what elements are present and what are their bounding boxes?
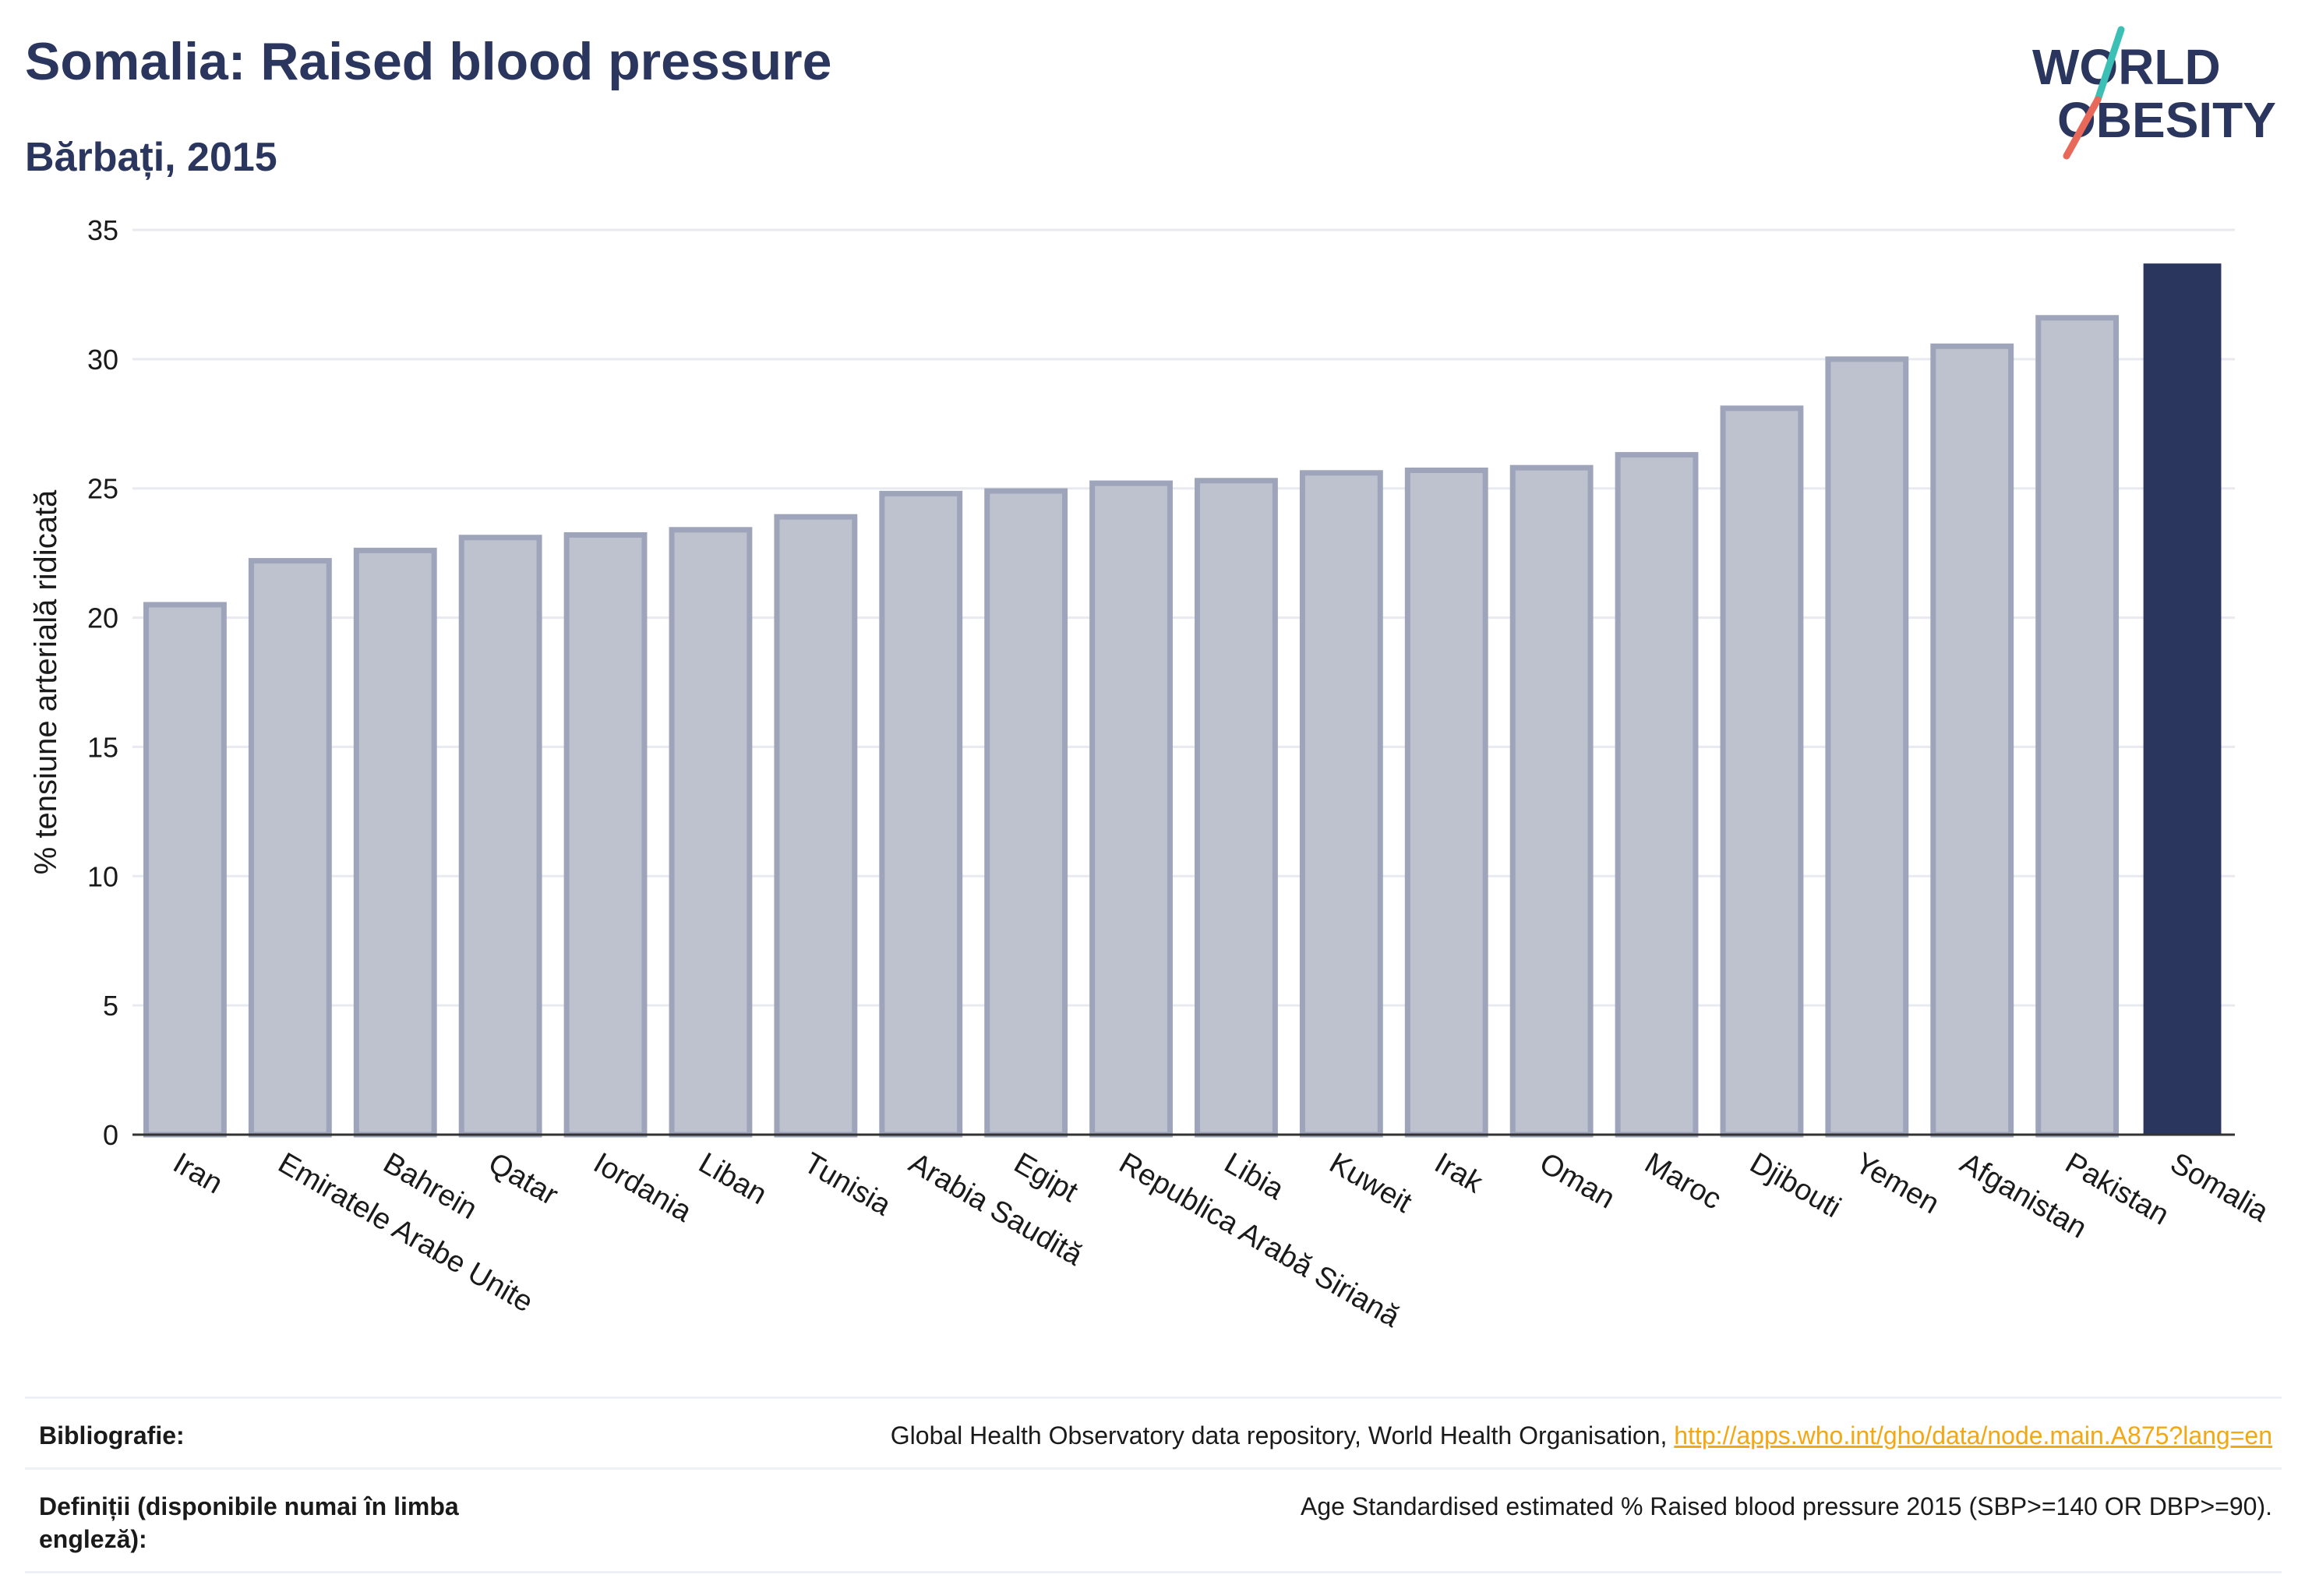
x-tick-label: Arabia Saudită [903,1146,1089,1272]
y-tick-label: 35 [87,214,118,246]
bar-republica-arab-sirian- [1089,480,1173,1138]
x-tick-label: Tunisia [798,1146,897,1222]
logo-slash-teal [2094,26,2125,104]
chart-title: Somalia: Raised blood pressure [25,32,832,91]
bibliography-text: Global Health Observatory data repositor… [891,1419,2282,1452]
y-axis-label: % tensiune arterială ridicată [29,489,63,874]
bar-iordania [563,531,648,1138]
definitions-label: Definiții (disponibile numai în limba en… [39,1492,459,1553]
bar-iran [143,602,227,1138]
x-tick-label: Libia [1219,1146,1290,1206]
y-tick-label: 0 [103,1119,118,1151]
y-tick-label: 15 [87,731,118,763]
x-tick-label: Iordania [588,1146,698,1228]
y-tick-label: 10 [87,860,118,892]
bar-kuweit [1299,470,1383,1138]
bar-emiratele-arabe-unite [248,558,332,1138]
definitions-text: Age Standardised estimated % Raised bloo… [1301,1492,2272,1520]
x-tick-label: Maroc [1640,1146,1727,1216]
bar-oman [1509,464,1594,1138]
bar-libia [1195,478,1278,1138]
y-axis-ticks: 0 5 10 15 20 25 30 35 [87,214,118,1151]
x-tick-label: Egipt [1008,1146,1083,1209]
x-tick-label: Kuweit [1324,1146,1417,1220]
x-tick-label: Qatar [483,1146,564,1212]
bar-tunisia [774,514,858,1138]
bar-somalia [2143,263,2222,1135]
bar-bahrein [353,547,437,1138]
bar-pakistan [2035,315,2120,1138]
bar-qatar [458,535,542,1138]
bar-egipt [984,488,1068,1138]
bibliography-link[interactable]: http://apps.who.int/gho/data/node.main.A… [1674,1421,2272,1449]
y-tick-label: 20 [87,602,118,634]
bar-afganistan [1930,343,2014,1138]
bar-djibouti [1720,405,1804,1138]
references-table: Bibliografie: Global Health Observatory … [25,1396,2282,1573]
x-tick-label: Somalia [2165,1146,2275,1228]
y-tick-label: 25 [87,473,118,505]
logo-slash-red [2063,96,2102,160]
logo-word-world: WORLD [2032,39,2221,95]
bar-yemen [1825,356,1909,1138]
x-tick-label: Yemen [1849,1146,1944,1220]
bibliography-label: Bibliografie: [39,1421,185,1449]
x-tick-label: Oman [1534,1146,1621,1215]
bars [143,263,2222,1138]
y-tick-label: 30 [87,344,118,376]
world-obesity-logo: WORLD OBESITY [2032,26,2276,160]
x-tick-label: Irak [1429,1146,1489,1200]
x-tick-label: Iran [168,1146,228,1200]
bar-liban [669,527,753,1138]
bar-chart: 0 5 10 15 20 25 30 35 Iran Emiratele Arabe Unite… [29,214,2275,1334]
bar-maroc [1615,452,1699,1138]
definitions-row: Definiții (disponibile numai în limba en… [25,1467,2282,1573]
bar-irak [1404,467,1488,1138]
bibliography-source: Global Health Observatory data repositor… [890,1421,1675,1449]
y-tick-label: 5 [103,990,118,1022]
x-tick-label: Liban [693,1146,772,1211]
bar-arabia-saudit- [879,490,963,1138]
x-tick-label: Djibouti [1744,1146,1846,1224]
chart-subtitle: Bărbați, 2015 [25,135,277,180]
bibliography-row: Bibliografie: Global Health Observatory … [25,1396,2282,1467]
grid-lines [132,228,2235,1136]
